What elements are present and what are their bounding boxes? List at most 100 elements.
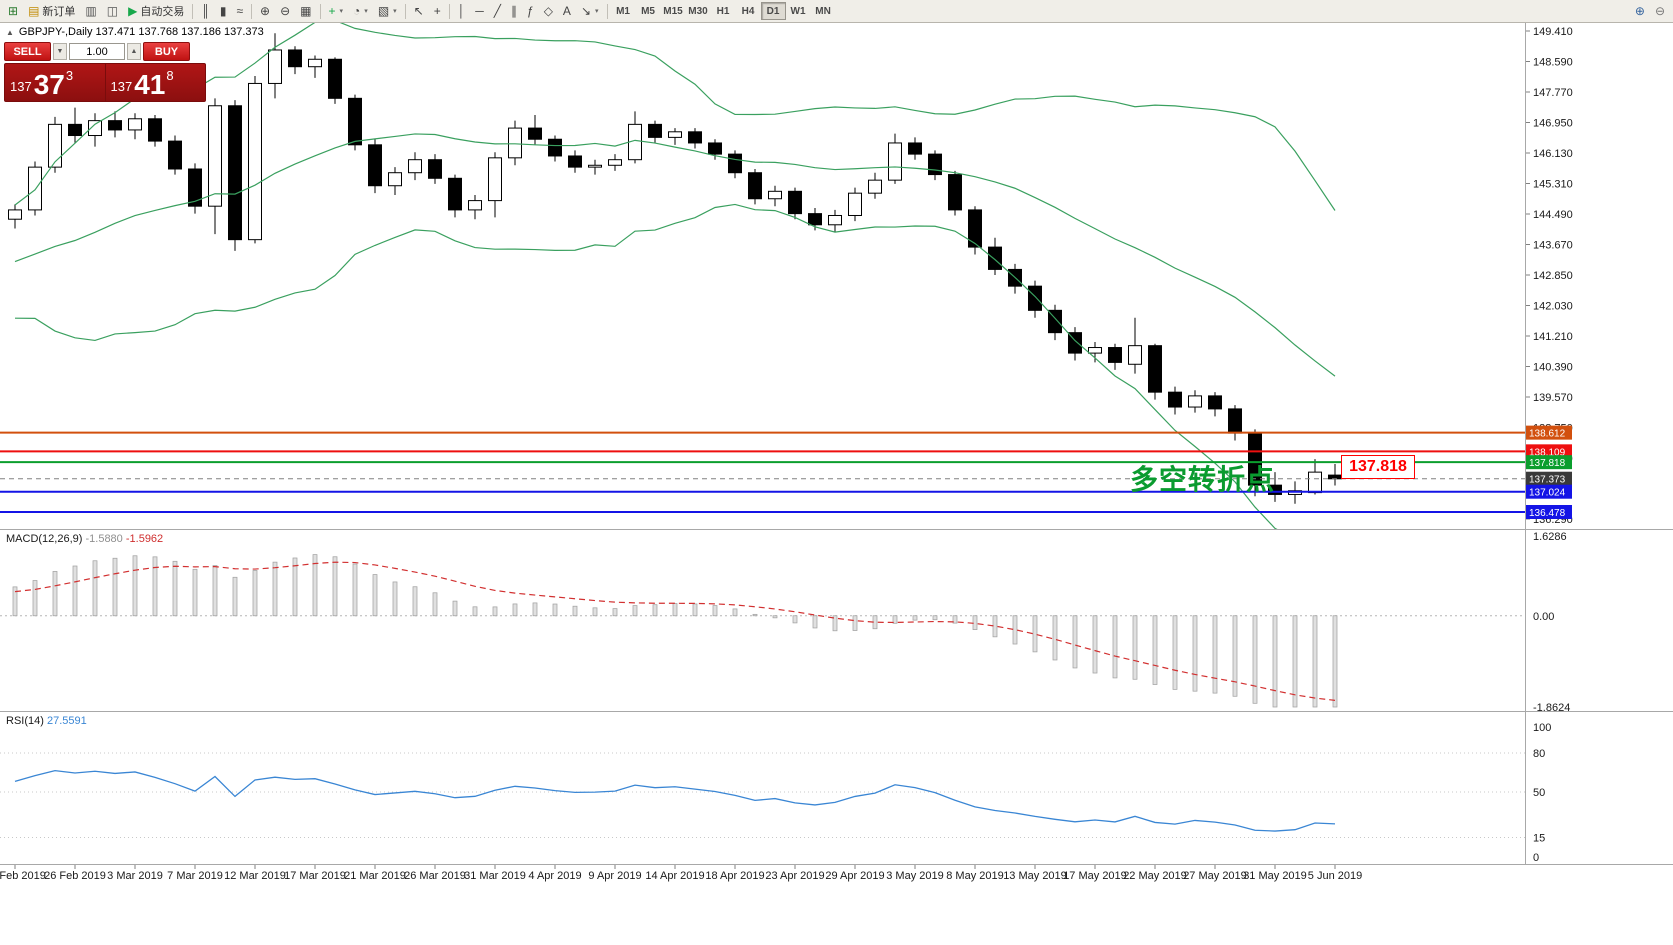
volume-decrease-button[interactable]: ▼: [53, 43, 67, 60]
timeframe-h4-button[interactable]: H4: [736, 2, 761, 20]
macd-histogram-bar: [472, 606, 478, 617]
macd-histogram-bar: [1052, 615, 1058, 661]
macd-histogram-bar: [1292, 615, 1298, 708]
window-zoom-button[interactable]: ⊖: [1650, 2, 1670, 21]
candle-body: [88, 120, 102, 137]
timeframe-m5-button[interactable]: M5: [636, 2, 661, 20]
toolbar-right-group: ⊕ ⊖: [1630, 2, 1670, 21]
profiles-button[interactable]: ◫: [102, 2, 123, 21]
candle-body: [728, 153, 742, 174]
timeframe-w1-button[interactable]: W1: [786, 2, 811, 20]
macd-histogram-bar: [632, 605, 638, 617]
date-label: 3 May 2019: [886, 870, 943, 882]
periods-button[interactable]: ◔ ▾: [348, 2, 373, 21]
profiles-icon: ◫: [106, 4, 119, 18]
auto-trading-button[interactable]: ▶ 自动交易: [123, 2, 189, 21]
sell-price-display[interactable]: 137 37 3: [5, 64, 105, 101]
candlestick-chart-button[interactable]: ▮: [215, 2, 232, 21]
timeframe-m15-button[interactable]: M15: [661, 2, 686, 20]
volume-increase-button[interactable]: ▲: [127, 43, 141, 60]
chart-list-button[interactable]: ▥: [80, 2, 101, 21]
candle-body: [828, 214, 842, 226]
vertical-line-button[interactable]: │: [453, 2, 471, 21]
new-chart-button[interactable]: ⊞: [3, 2, 23, 21]
timeframe-m30-button[interactable]: M30: [686, 2, 711, 20]
macd-axis-max: 1.6286: [1533, 531, 1567, 543]
candle-body: [508, 127, 522, 159]
candle-body: [228, 105, 242, 241]
line-chart-button[interactable]: ≈: [231, 2, 248, 21]
horizontal-line-button[interactable]: ─: [470, 2, 489, 21]
buy-button[interactable]: BUY: [143, 42, 190, 61]
line-chart-icon: ≈: [236, 4, 244, 18]
price-level-badge-text: 137.373: [1529, 475, 1566, 486]
candle-body: [468, 200, 482, 211]
symbol-search-button[interactable]: ⊕: [1630, 2, 1650, 21]
cursor-button[interactable]: ↖: [409, 2, 429, 21]
candle-body: [388, 172, 402, 187]
price-callout-label[interactable]: 137.818: [1341, 455, 1415, 479]
candle-body: [888, 142, 902, 181]
indicators-button[interactable]: + ▾: [324, 2, 349, 21]
macd-histogram-bar: [772, 615, 778, 619]
zoom-in-button[interactable]: ⊕: [255, 2, 275, 21]
bollinger-upper-band: [14, 22, 1336, 211]
crosshair-button[interactable]: +: [429, 2, 446, 21]
date-label: 12 Mar 2019: [224, 870, 286, 882]
candle-body: [268, 49, 282, 84]
arrows-button[interactable]: ↘ ▾: [576, 2, 604, 21]
toolbar-separator: [404, 3, 406, 19]
macd-histogram-bar: [32, 580, 38, 617]
macd-indicator-label: MACD(12,26,9) -1.5880 -1.5962: [6, 533, 163, 545]
date-label: 26 Mar 2019: [404, 870, 466, 882]
chart-text-annotation[interactable]: 多空转折点: [1130, 464, 1276, 495]
rsi-indicator-label: RSI(14) 27.5591: [6, 715, 87, 727]
tile-windows-button[interactable]: ▦: [295, 2, 316, 21]
candle-body: [68, 123, 82, 137]
auto-trading-icon: ▶: [128, 4, 138, 18]
candle-body: [748, 172, 762, 200]
timeframe-h1-button[interactable]: H1: [711, 2, 736, 20]
timeframe-mn-button[interactable]: MN: [811, 2, 836, 20]
zoom-out-button[interactable]: ⊖: [275, 2, 295, 21]
macd-histogram-bar: [992, 615, 998, 638]
candle-body: [528, 127, 542, 140]
price-tick-label: 145.310: [1533, 178, 1573, 190]
rsi-pane: [0, 752, 1525, 838]
buy-price-display[interactable]: 137 41 8: [104, 64, 206, 101]
zoom-in-icon: ⊕: [260, 4, 271, 18]
channel-button[interactable]: ∥: [506, 2, 522, 21]
macd-histogram-bar: [212, 565, 218, 617]
candle-body: [768, 190, 782, 200]
trendline-button[interactable]: ╱: [489, 2, 506, 21]
rsi-name: RSI(14): [6, 715, 44, 727]
timeframe-d1-button[interactable]: D1: [760, 2, 786, 20]
date-label: 26 Feb 2019: [44, 870, 106, 882]
timeframe-m1-button[interactable]: M1: [611, 2, 636, 20]
sell-price-pip: 3: [65, 68, 74, 83]
macd-histogram-bar: [1252, 615, 1258, 704]
shapes-button[interactable]: ◇: [539, 2, 558, 21]
one-click-panel-toggle-icon[interactable]: ▲: [6, 27, 14, 37]
macd-histogram-bar: [532, 602, 538, 617]
macd-histogram-bar: [52, 571, 58, 617]
price-axis: 149.410 148.590 147.770 146.950 146.130 145.3…: [1525, 26, 1573, 864]
macd-axis-zero: 0.00: [1533, 611, 1554, 623]
bar-chart-button[interactable]: ║: [196, 2, 215, 21]
macd-histogram-bar: [672, 603, 678, 617]
macd-histogram-bar: [1272, 615, 1278, 708]
price-level-badge-text: 136.478: [1529, 508, 1566, 519]
price-tick-label: 149.410: [1533, 26, 1573, 38]
macd-histogram-bar: [1192, 615, 1198, 692]
date-label: 14 Apr 2019: [645, 870, 704, 882]
new-order-button[interactable]: ▤ 新订单: [23, 2, 80, 21]
templates-button[interactable]: ▧ ▾: [373, 2, 402, 21]
sell-button[interactable]: SELL: [4, 42, 51, 61]
macd-pane: [0, 554, 1525, 708]
volume-input[interactable]: [69, 43, 125, 60]
rsi-value: 27.5591: [46, 715, 87, 727]
fibonacci-button[interactable]: ƒ: [522, 2, 539, 21]
macd-histogram-bar: [392, 581, 398, 617]
text-label-button[interactable]: A: [558, 2, 576, 21]
